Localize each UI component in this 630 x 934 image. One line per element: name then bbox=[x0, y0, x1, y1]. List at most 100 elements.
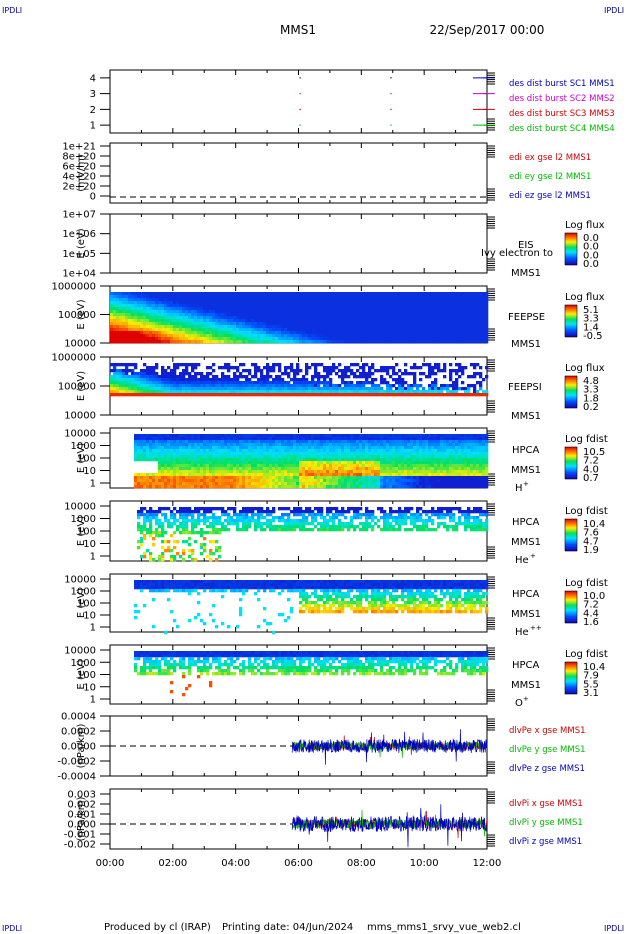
spectro-cell bbox=[434, 337, 438, 341]
spectro-cell bbox=[410, 337, 414, 341]
spectro-cell bbox=[173, 464, 177, 468]
spectro-cell bbox=[359, 446, 363, 450]
spectro-cell bbox=[419, 325, 423, 329]
spectro-cell bbox=[272, 307, 276, 311]
spectro-cell bbox=[479, 372, 483, 376]
spectro-cell bbox=[365, 331, 369, 335]
spectro-cell bbox=[242, 340, 246, 344]
spectro-cell bbox=[395, 393, 399, 397]
spectro-cell bbox=[227, 319, 231, 323]
spectro-cell bbox=[416, 310, 420, 314]
spectro-cell bbox=[362, 304, 366, 308]
spectro-cell bbox=[224, 322, 228, 326]
spectro-cell bbox=[266, 467, 270, 471]
spectro-cell bbox=[293, 298, 297, 302]
spectro-cell bbox=[371, 437, 375, 441]
spectro-cell bbox=[416, 307, 420, 311]
spectro-cell bbox=[308, 292, 312, 296]
spectro-cell bbox=[122, 381, 126, 385]
spectro-cell bbox=[218, 381, 222, 385]
spectro-cell bbox=[158, 325, 162, 329]
spectro-cell bbox=[374, 467, 378, 471]
spectro-cell bbox=[308, 387, 312, 391]
spectro-cell bbox=[200, 301, 204, 305]
spectro-cell bbox=[242, 440, 246, 444]
spectro-cell bbox=[206, 340, 210, 344]
spectro-cell bbox=[119, 304, 123, 308]
spectro-cell bbox=[233, 334, 237, 338]
spectro-cell bbox=[146, 443, 150, 447]
spectro-cell bbox=[209, 325, 213, 329]
spectro-cell bbox=[308, 319, 312, 323]
spectro-cell bbox=[278, 334, 282, 338]
spectro-cell bbox=[242, 458, 246, 462]
spectro-cell bbox=[242, 328, 246, 332]
spectro-cell bbox=[386, 298, 390, 302]
spectro-cell bbox=[236, 378, 240, 382]
spectro-cell bbox=[371, 322, 375, 326]
spectro-cell bbox=[194, 340, 198, 344]
spectro-cell bbox=[431, 334, 435, 338]
spectro-cell bbox=[242, 331, 246, 335]
spectro-cell bbox=[452, 387, 456, 391]
spectro-cell bbox=[401, 334, 405, 338]
spectro-cell bbox=[143, 443, 147, 447]
spectro-cell bbox=[380, 461, 384, 465]
spectro-cell bbox=[365, 452, 369, 456]
spectro-cell bbox=[377, 449, 381, 453]
spectro-cell bbox=[218, 301, 222, 305]
spectro-cell bbox=[437, 328, 441, 332]
spectro-cell bbox=[131, 313, 135, 317]
spectro-cell bbox=[185, 334, 189, 338]
spectro-cell bbox=[347, 322, 351, 326]
spectro-cell bbox=[398, 316, 402, 320]
spectro-cell bbox=[437, 304, 441, 308]
spectro-cell bbox=[413, 366, 417, 370]
spectro-cell bbox=[368, 298, 372, 302]
spectro-cell bbox=[341, 295, 345, 299]
spectro-cell bbox=[230, 473, 234, 477]
spectro-cell bbox=[179, 313, 183, 317]
spectro-cell bbox=[353, 464, 357, 468]
spectro-cell bbox=[125, 295, 129, 299]
spectro-cell bbox=[167, 337, 171, 341]
spectro-cell bbox=[134, 476, 138, 480]
spectro-cell bbox=[383, 316, 387, 320]
spectro-cell bbox=[158, 458, 162, 462]
spectro-cell bbox=[245, 393, 249, 397]
spectro-cell bbox=[122, 310, 126, 314]
spectro-cell bbox=[320, 295, 324, 299]
spectro-cell bbox=[173, 479, 177, 483]
spectro-cell bbox=[128, 381, 132, 385]
spectro-cell bbox=[335, 479, 339, 483]
spectro-cell bbox=[167, 301, 171, 305]
spectro-cell bbox=[239, 328, 243, 332]
spectro-cell bbox=[152, 387, 156, 391]
spectro-cell bbox=[314, 334, 318, 338]
spectro-cell bbox=[227, 458, 231, 462]
spectro-cell bbox=[218, 449, 222, 453]
spectro-cell bbox=[383, 393, 387, 397]
spectro-cell bbox=[311, 381, 315, 385]
spectro-cell bbox=[248, 295, 252, 299]
spectro-cell bbox=[131, 337, 135, 341]
spectro-cell bbox=[287, 437, 291, 441]
spectro-cell bbox=[269, 331, 273, 335]
spectro-cell bbox=[284, 455, 288, 459]
spectro-cell bbox=[119, 319, 123, 323]
spectro-cell bbox=[155, 331, 159, 335]
spectro-cell bbox=[143, 479, 147, 483]
spectro-cell bbox=[302, 464, 306, 468]
spectro-cell bbox=[386, 292, 390, 296]
spectro-cell bbox=[224, 298, 228, 302]
spectro-cell bbox=[236, 485, 240, 489]
spectro-cell bbox=[461, 313, 465, 317]
spectro-cell bbox=[260, 479, 264, 483]
spectro-cell bbox=[407, 384, 411, 388]
spectro-cell bbox=[278, 331, 282, 335]
spectro-cell bbox=[356, 316, 360, 320]
spectro-cell bbox=[206, 461, 210, 465]
spectro-cell bbox=[263, 384, 267, 388]
spectro-cell bbox=[266, 479, 270, 483]
spectro-cell bbox=[260, 470, 264, 474]
